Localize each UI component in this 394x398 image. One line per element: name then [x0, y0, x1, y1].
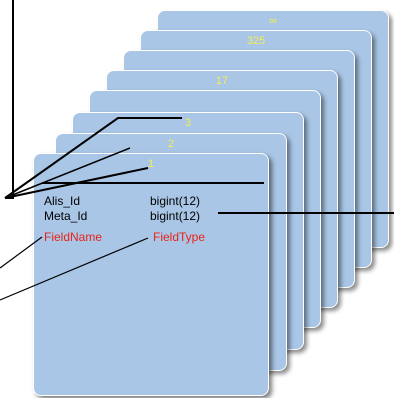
card-label: 3 — [184, 117, 192, 129]
field-type-alis-id: bigint(12) — [150, 194, 201, 208]
stack-card-1-front: 1 Alis_Id bigint(12) Meta_Id bigint(12) … — [33, 153, 269, 396]
field-type-placeholder: FieldType — [153, 230, 206, 244]
frame-line-top-left — [5, 0, 14, 199]
card-label: 17 — [215, 75, 229, 87]
field-name-placeholder: FieldName — [44, 230, 103, 244]
header-divider — [42, 182, 264, 184]
card-label: ∞ — [269, 15, 277, 27]
field-type-meta-id: bigint(12) — [150, 209, 201, 223]
field-name-alis-id: Alis_Id — [44, 194, 81, 208]
card-label: 1 — [147, 158, 155, 170]
card-label: 2 — [167, 138, 175, 150]
card-label: 325 — [246, 35, 266, 47]
field-name-meta-id: Meta_Id — [44, 209, 88, 223]
